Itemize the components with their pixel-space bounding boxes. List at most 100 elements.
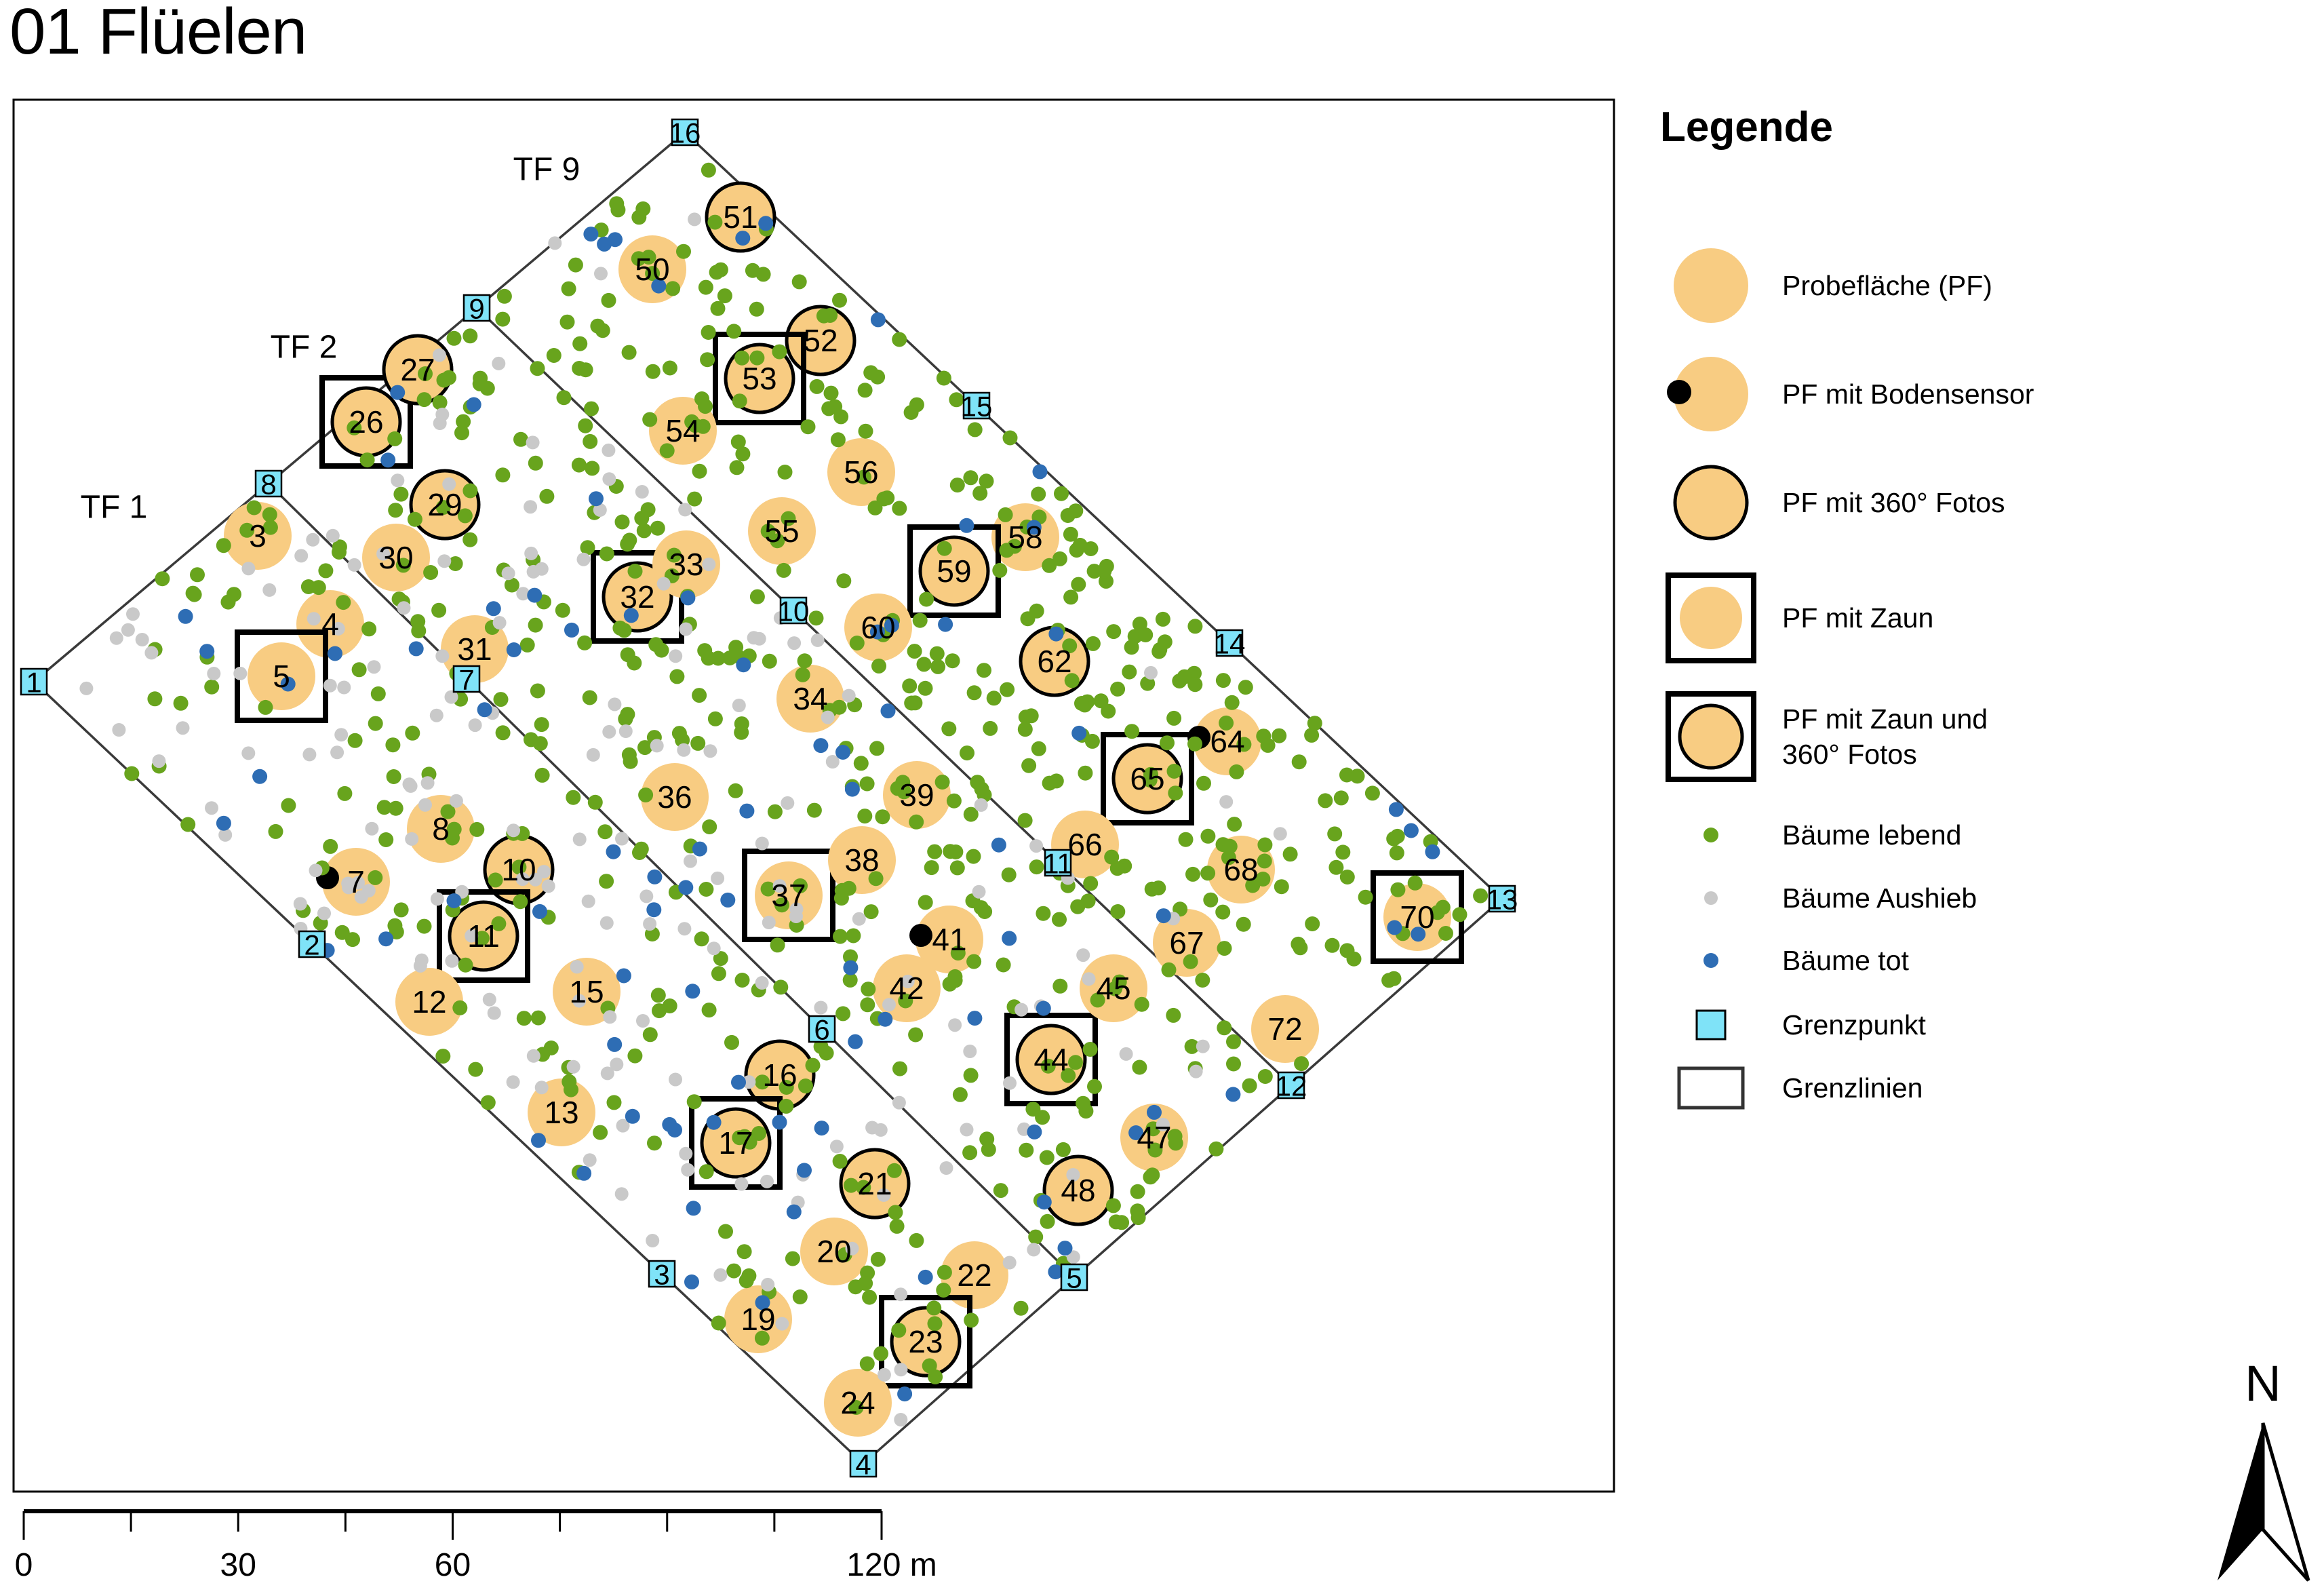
plot-circle	[602, 561, 673, 633]
zaun-square	[742, 849, 835, 942]
grenzpunkt-number: 9	[469, 293, 484, 325]
legend-swatch-sensor-icon	[1660, 343, 1762, 445]
plot-number-23: 23	[908, 1324, 943, 1359]
grenzpunkt-16: 16	[669, 117, 701, 149]
plot-circle	[755, 861, 823, 929]
plot-number-27: 27	[400, 352, 435, 387]
legend-label: Bäume tot	[1782, 944, 1909, 976]
plot-23	[879, 1295, 972, 1388]
grenzpunkt-number: 11	[1043, 848, 1073, 880]
plot-47	[1120, 1104, 1188, 1171]
plot-19	[724, 1285, 792, 1353]
grenzpunkt-number: 14	[1214, 628, 1246, 660]
plot-circle	[641, 763, 709, 831]
legend-item-grenzlinien: Grenzlinien	[1660, 1037, 1923, 1139]
plot-number-17: 17	[718, 1125, 753, 1161]
grenzpunkt-square	[1044, 849, 1072, 877]
grenzpunkt-square	[1215, 629, 1244, 657]
grenzpunkt-3: 3	[648, 1259, 676, 1291]
grenzpunkt-square	[849, 1450, 878, 1478]
plot-41	[909, 906, 983, 973]
legend-item-dot_aushieb: Bäume Aushieb	[1660, 847, 1977, 949]
legend-label: PF mit 360° Fotos	[1782, 486, 2005, 518]
grenzpunkt-number: 15	[961, 391, 993, 423]
plot-number-33: 33	[669, 547, 703, 582]
plot-number-52: 52	[803, 323, 838, 358]
grenzpunkt-6: 6	[808, 1014, 836, 1046]
plot-circle	[362, 524, 430, 591]
plot-circle	[915, 906, 983, 973]
plot-number-11: 11	[467, 918, 500, 954]
plot-circle	[1042, 1154, 1114, 1226]
legend-swatch-grenzpunkt-icon	[1660, 974, 1762, 1076]
north-arrow: N	[2218, 1355, 2310, 1582]
legend-label: Bäume lebend	[1782, 819, 1962, 851]
legend-label: PF mit Zaun	[1782, 602, 1934, 634]
legend-swatch-dot_tot-icon	[1660, 910, 1762, 1011]
plot-72	[1251, 995, 1319, 1063]
plot-circle	[890, 1306, 962, 1378]
grenzpunkt-1: 1	[20, 667, 48, 699]
plot-number-62: 62	[1037, 644, 1071, 679]
grenzpunkt-number: 7	[458, 664, 474, 696]
grenzpunkt-square	[20, 667, 48, 696]
grenzpunkt-square	[254, 469, 283, 498]
plot-number-20: 20	[816, 1234, 851, 1269]
plot-number-13: 13	[544, 1095, 578, 1130]
plot-number-37: 37	[771, 878, 806, 913]
plot-number-45: 45	[1096, 971, 1130, 1006]
plot-number-16: 16	[762, 1057, 797, 1093]
plot-circle	[800, 1218, 868, 1285]
plot-number-22: 22	[957, 1258, 991, 1293]
tree-dots-aushieb	[79, 212, 1287, 1426]
plot-number-32: 32	[620, 579, 654, 615]
zaun-square	[1004, 1013, 1098, 1106]
grenzpunkt-square	[462, 294, 491, 322]
zaun-square	[713, 332, 806, 425]
plot-number-4: 4	[321, 606, 339, 642]
grenzpunkt-number: 1	[26, 667, 41, 699]
plot-67	[1153, 909, 1221, 977]
tf-label-1: TF 1	[81, 490, 148, 526]
plot-circle	[705, 181, 776, 253]
plot-number-47: 47	[1137, 1120, 1171, 1155]
plot-number-66: 66	[1067, 827, 1102, 862]
grenzpunkt-number: 5	[1066, 1262, 1082, 1294]
grenzpunkt-number: 16	[669, 117, 701, 149]
grenzpunkt-square	[452, 665, 481, 693]
plot-circle	[528, 1078, 595, 1146]
plot-number-36: 36	[657, 779, 692, 815]
grenzpunkt-number: 8	[260, 469, 276, 501]
plot-circle	[1153, 909, 1221, 977]
grenzpunkt-square	[648, 1260, 676, 1288]
page-title: 01 Flüelen	[9, 0, 307, 68]
grenzpunkt-9: 9	[462, 293, 491, 325]
plot-number-30: 30	[378, 540, 413, 575]
plot-number-55: 55	[764, 513, 799, 549]
scale-label-0: 0	[15, 1547, 33, 1583]
plot-number-42: 42	[889, 971, 924, 1006]
plot-number-50: 50	[635, 252, 669, 287]
plot-number-44: 44	[1033, 1042, 1068, 1077]
legend-item-zaun: PF mit Zaun	[1660, 567, 1933, 669]
plot-number-3: 3	[249, 518, 267, 553]
grenzpunkt-15: 15	[961, 391, 993, 423]
legend-swatch-grenzlinien-icon	[1660, 1037, 1762, 1139]
plot-number-67: 67	[1169, 925, 1204, 960]
legend-label: Grenzlinien	[1782, 1072, 1923, 1104]
tree-dots-lebend	[124, 162, 1489, 1415]
grenzpunkt-number: 12	[1276, 1070, 1307, 1102]
plot-number-34: 34	[793, 681, 827, 716]
grenzpunkt-square	[298, 930, 326, 958]
plot-48	[1042, 1154, 1114, 1226]
tf-label-3: TF 9	[513, 152, 580, 188]
plot-13	[528, 1078, 595, 1146]
plot-circle	[1194, 707, 1261, 775]
grenzpunkt-number: 4	[855, 1449, 871, 1481]
plot-circle	[1120, 1104, 1188, 1171]
scale-bar: 0 30 60 120 m	[15, 1509, 937, 1583]
plot-number-19: 19	[741, 1302, 775, 1337]
bodensensor-dot	[909, 924, 932, 947]
plot-number-64: 64	[1210, 724, 1244, 759]
